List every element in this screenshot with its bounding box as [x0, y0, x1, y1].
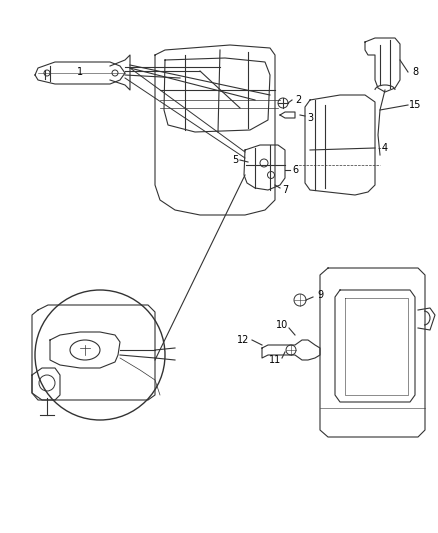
- Text: 4: 4: [382, 143, 388, 153]
- Text: 6: 6: [292, 165, 298, 175]
- Text: 15: 15: [409, 100, 421, 110]
- Text: 11: 11: [269, 355, 281, 365]
- Text: 2: 2: [295, 95, 301, 105]
- Text: 7: 7: [282, 185, 288, 195]
- Text: 3: 3: [307, 113, 313, 123]
- Text: 12: 12: [237, 335, 249, 345]
- Text: 9: 9: [317, 290, 323, 300]
- Text: 10: 10: [276, 320, 288, 330]
- Text: 1: 1: [77, 67, 83, 77]
- Text: 5: 5: [232, 155, 238, 165]
- Text: 8: 8: [412, 67, 418, 77]
